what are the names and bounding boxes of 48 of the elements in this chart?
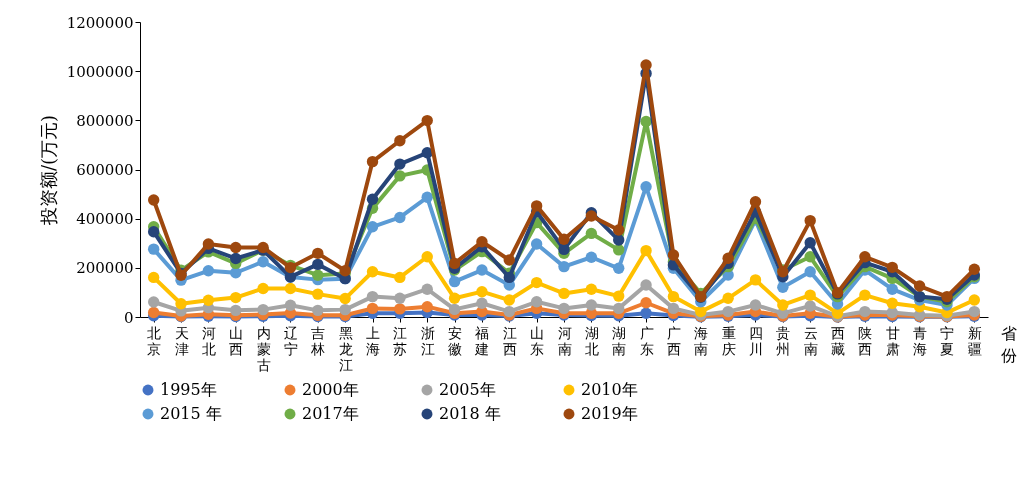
x-tick-label: 上海 — [366, 324, 381, 357]
legend-label: 1995年 — [160, 380, 217, 399]
y-tick-label: 1000000 — [66, 62, 134, 81]
x-tick-label: 甘肃 — [885, 324, 900, 357]
x-tick-label: 海南 — [694, 324, 709, 357]
y-tick-label: 200000 — [76, 259, 134, 278]
x-tick-label: 黑龙江 — [338, 324, 353, 373]
y-axis-title: 投资额/(万元) — [37, 114, 59, 227]
x-tick-label: 河北 — [201, 324, 216, 357]
legend-label: 2018 年 — [439, 404, 501, 423]
y-tick-label: 0 — [123, 308, 134, 327]
x-tick-label: 广西 — [666, 324, 681, 357]
x-tick-label: 新疆 — [967, 324, 982, 357]
x-tick-label: 福建 — [474, 324, 490, 357]
x-tick-label: 宁夏 — [940, 324, 955, 357]
x-tick-label: 四川 — [748, 324, 763, 357]
x-tick-label: 湖北 — [584, 324, 599, 357]
x-tick-label: 北京 — [147, 324, 162, 357]
x-tick-label: 江苏 — [393, 324, 408, 357]
legend-label: 2000年 — [302, 380, 359, 399]
y-tick-label: 600000 — [76, 161, 134, 179]
y-tick-label: 800000 — [76, 111, 134, 130]
x-tick-label: 山东 — [530, 324, 545, 357]
x-tick-label: 西藏 — [831, 324, 846, 357]
legend-label: 2005年 — [439, 380, 496, 399]
x-tick-label: 山西 — [229, 324, 244, 357]
x-tick-label: 浙江 — [420, 324, 435, 357]
y-tick-label: 1200000 — [66, 13, 134, 32]
x-tick-label: 天津 — [174, 324, 189, 357]
x-tick-label: 重庆 — [721, 324, 736, 357]
x-tick-label: 内蒙古 — [256, 324, 271, 373]
x-axis-title: 省份 — [1000, 323, 1017, 365]
y-tick-label: 400000 — [76, 210, 134, 229]
legend-label: 2019年 — [581, 404, 638, 423]
x-tick-label: 河南 — [557, 324, 572, 357]
x-tick-label: 广东 — [639, 324, 654, 357]
x-tick-label: 青海 — [913, 324, 928, 357]
x-tick-label: 辽宁 — [283, 324, 298, 357]
legend-label: 2015 年 — [160, 404, 222, 423]
x-tick-label: 安徽 — [448, 324, 463, 357]
x-tick-label: 江西 — [502, 324, 517, 357]
x-tick-label: 云南 — [803, 324, 818, 357]
x-tick-label: 陕西 — [858, 324, 873, 357]
x-tick-label: 贵州 — [776, 324, 791, 357]
legend-label: 2017年 — [302, 404, 359, 423]
x-tick-label: 吉林 — [310, 324, 326, 357]
x-tick-label: 湖南 — [612, 324, 627, 357]
legend-label: 2010年 — [581, 380, 638, 399]
